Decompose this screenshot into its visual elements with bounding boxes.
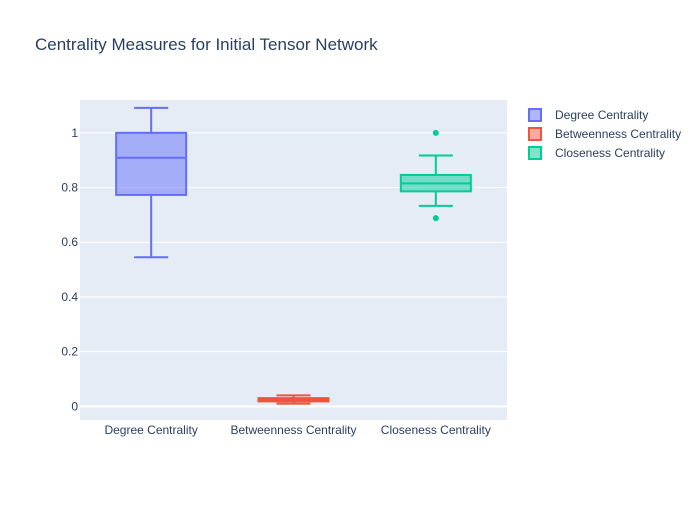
legend-swatch [528,108,542,122]
outlier-point [432,215,439,222]
x-axis-ticks: Degree Centrality Betweenness Centrality C… [104,423,490,437]
y-tick-label: 0.4 [61,290,78,304]
legend-label: Betweenness Centrality [555,127,681,141]
y-axis-ticks: 0 0.2 0.4 0.6 0.8 1 [61,126,78,414]
y-tick-label: 0.6 [61,235,78,249]
y-tick-label: 1 [71,126,78,140]
legend-item[interactable]: Degree Centrality [528,108,648,122]
legend-item[interactable]: Betweenness Centrality [528,127,681,141]
legend-label: Degree Centrality [555,108,648,122]
y-tick-label: 0.2 [61,345,78,359]
box-series [399,129,472,222]
legend: Degree Centrality Betweenness Centrality C… [528,108,681,160]
box-series [115,106,188,259]
outlier-point [432,129,439,136]
box-iqr [115,131,188,196]
x-tick-label: Closeness Centrality [381,423,491,437]
legend-item[interactable]: Closeness Centrality [528,146,665,160]
legend-swatch [528,127,542,141]
legend-swatch [528,146,542,160]
y-tick-label: 0.8 [61,181,78,195]
box-series [257,394,330,405]
y-tick-label: 0 [71,399,78,413]
x-tick-label: Degree Centrality [104,423,197,437]
x-tick-label: Betweenness Centrality [230,423,356,437]
chart-title: Centrality Measures for Initial Tensor N… [35,35,378,54]
legend-label: Closeness Centrality [555,146,665,160]
box-series-layer [115,106,472,405]
